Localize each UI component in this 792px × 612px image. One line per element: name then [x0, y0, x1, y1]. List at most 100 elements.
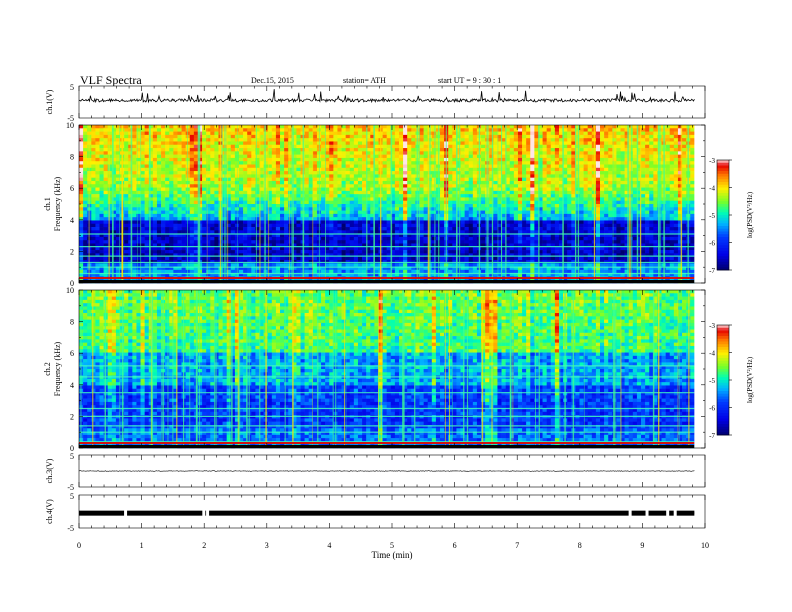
spectrogram-cell	[608, 204, 613, 208]
spectrogram-cell	[284, 220, 289, 225]
spectrogram-cell	[468, 167, 474, 172]
spectrogram-cell	[583, 194, 588, 198]
spectrogram-cell	[370, 180, 375, 185]
spectrogram-cell	[571, 138, 576, 142]
spectrogram-cell	[341, 134, 346, 139]
spectrogram-cell	[690, 174, 695, 178]
spectrogram-cell	[79, 151, 84, 155]
spectrogram-cell	[550, 184, 556, 188]
spectrogram-cell	[677, 174, 683, 178]
spectrogram-cell	[419, 134, 424, 139]
spectrogram-cell	[341, 164, 346, 169]
spectrogram-cell	[329, 190, 334, 195]
spectrogram-cell	[554, 131, 560, 136]
spectrogram-cell	[362, 157, 367, 162]
spectrogram-cell	[275, 223, 281, 228]
spectrogram-cell	[558, 197, 564, 202]
spectrogram-cell	[337, 138, 342, 142]
spectrogram-cell	[271, 207, 277, 211]
spectrogram-cell	[440, 200, 445, 205]
spectrogram-cell	[636, 138, 642, 142]
spectrogram-cell	[595, 151, 601, 155]
spectrogram-cell	[366, 144, 371, 149]
spectrogram-cell	[411, 161, 416, 165]
spectrogram-cell	[612, 164, 617, 169]
spectrogram-cell	[620, 180, 625, 185]
spectrogram-cell	[349, 194, 355, 198]
spectrogram-cell	[554, 227, 560, 231]
spectrogram-cell	[99, 154, 104, 159]
spectrogram-cell	[456, 164, 461, 169]
spectrogram-cell	[353, 197, 359, 202]
spectrogram-cell	[128, 151, 133, 155]
spectrogram-cell	[185, 217, 191, 221]
spectrogram-cell	[247, 233, 252, 238]
spectrogram-cell	[579, 190, 584, 195]
spectrogram-cell	[238, 210, 244, 215]
spectrogram-cell	[575, 220, 580, 225]
spectrogram-cell	[665, 197, 671, 202]
spectrogram-cell	[333, 164, 338, 169]
spectrogram-cell	[284, 125, 289, 129]
spectrogram-cell	[665, 217, 671, 221]
spectrogram-cell	[165, 174, 170, 178]
spectrogram-cell	[382, 190, 387, 195]
spectrogram-cell	[579, 220, 584, 225]
spectrogram-cell	[567, 164, 572, 169]
spectrogram-cell	[677, 157, 683, 162]
spectrogram-cell	[690, 210, 695, 215]
spectrogram-cell	[382, 134, 387, 139]
spectrogram-cell	[558, 177, 564, 182]
spectrogram-cell	[111, 230, 117, 234]
spectrogram-cell	[546, 180, 552, 185]
spectrogram-cell	[616, 190, 621, 195]
spectrogram-cell	[140, 200, 145, 205]
spectrogram-cell	[472, 187, 478, 192]
spectrogram-cell	[177, 217, 182, 221]
spectrogram-cell	[423, 210, 428, 215]
spectrogram-cell	[493, 217, 498, 221]
spectrogram-cell	[497, 190, 502, 195]
spectrogram-cell	[161, 148, 166, 152]
spectrogram-cell	[554, 210, 560, 215]
spectrogram-cell	[165, 194, 170, 198]
spectrogram-cell	[616, 194, 621, 198]
spectrogram-cell	[152, 197, 158, 202]
spectrogram-cell	[333, 151, 338, 155]
spectrogram-cell	[509, 128, 515, 132]
spectrogram-cell	[632, 148, 638, 152]
spectrogram-cell	[325, 197, 330, 202]
spectrogram-cell	[353, 210, 359, 215]
spectrogram-cell	[517, 151, 523, 155]
spectrogram-cell	[288, 144, 293, 149]
spectrogram-cell	[563, 138, 568, 142]
spectrogram-cell	[136, 187, 141, 192]
spectrogram-cell	[550, 207, 556, 211]
spectrogram-cell	[230, 217, 236, 221]
spectrogram-cell	[222, 223, 227, 228]
spectrogram-cell	[624, 161, 630, 165]
spectrogram-cell	[136, 194, 141, 198]
spectrogram-cell	[600, 151, 605, 155]
spectrogram-cell	[489, 207, 494, 211]
spectrogram-cell	[140, 207, 145, 211]
spectrogram-cell	[202, 167, 207, 172]
spectrogram-cell	[526, 187, 531, 192]
spectrogram-cell	[251, 144, 256, 149]
spectrogram-cell	[628, 174, 634, 178]
spectrogram-cell	[419, 164, 424, 169]
spectrogram-cell	[177, 187, 182, 192]
spectrogram-cell	[600, 141, 605, 146]
spectrogram-cell	[173, 141, 178, 146]
spectrogram-cell	[423, 131, 428, 136]
spectrogram-cell	[677, 151, 683, 155]
spectrogram-cell	[653, 154, 658, 159]
spectrogram-cell	[230, 138, 236, 142]
spectrogram-cell	[587, 134, 593, 139]
spectrogram-cell	[509, 131, 515, 136]
spectrogram-cell	[509, 141, 515, 146]
spectrogram-cell	[280, 230, 285, 234]
spectrogram-cell	[567, 144, 572, 149]
spectrogram-cell	[255, 131, 260, 136]
spectrogram-cell	[259, 177, 264, 182]
